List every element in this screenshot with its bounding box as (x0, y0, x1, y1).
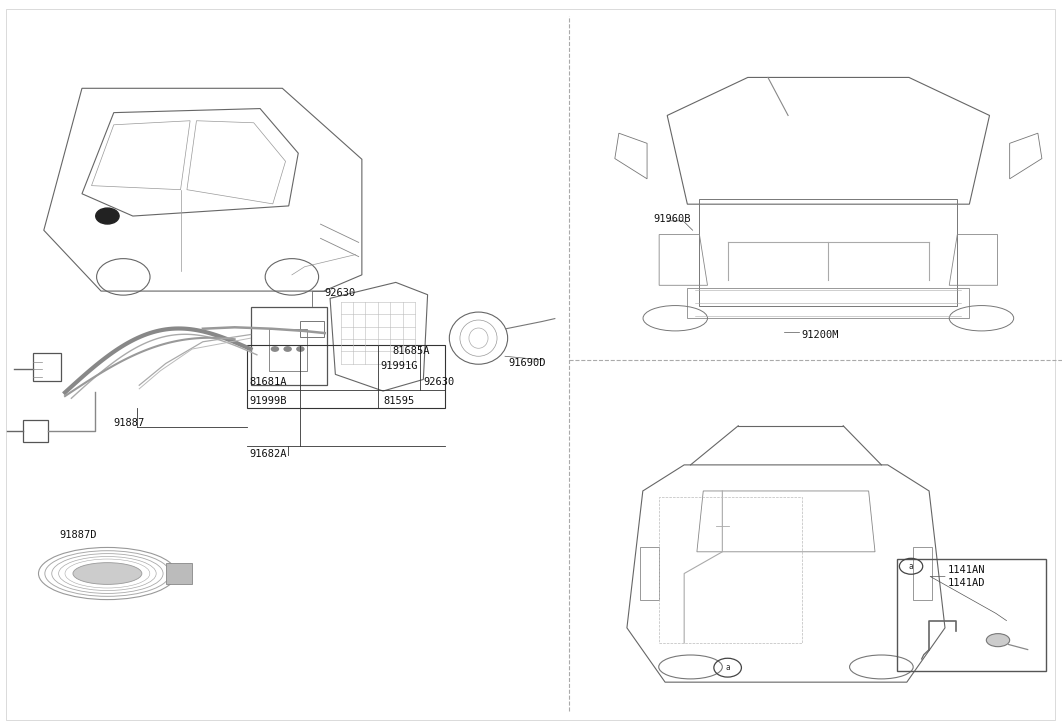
Bar (22, 420, 48, 442)
Bar (269, 329, 307, 371)
Text: 81685A: 81685A (392, 346, 431, 356)
Text: 91999B: 91999B (250, 396, 287, 406)
Bar (251, 307, 327, 385)
Text: 91200M: 91200M (802, 329, 840, 340)
Bar (33, 353, 61, 381)
Bar (897, 559, 1046, 671)
Bar (688, 288, 969, 318)
Text: 92630: 92630 (325, 288, 356, 298)
Text: a: a (725, 663, 730, 672)
Bar (301, 321, 324, 337)
Circle shape (297, 346, 305, 352)
Circle shape (284, 346, 292, 352)
Text: 1141AD: 1141AD (948, 578, 985, 588)
Ellipse shape (986, 634, 1010, 647)
Bar (166, 563, 192, 585)
Text: 91887D: 91887D (60, 530, 97, 540)
Text: 91960B: 91960B (654, 214, 691, 224)
Text: 81681A: 81681A (250, 377, 287, 387)
Bar (640, 547, 659, 600)
Circle shape (271, 346, 280, 352)
Ellipse shape (73, 563, 141, 585)
Text: 1141AN: 1141AN (948, 565, 985, 575)
Text: 91690D: 91690D (508, 358, 545, 369)
Bar (699, 199, 958, 305)
Text: 81595: 81595 (383, 396, 415, 406)
Text: a: a (909, 562, 913, 571)
Text: 91991G: 91991G (379, 361, 418, 371)
Bar (248, 345, 444, 409)
Text: 91887: 91887 (114, 418, 145, 428)
Bar (913, 547, 932, 600)
Circle shape (96, 208, 119, 224)
Text: 91682A: 91682A (250, 449, 287, 459)
Text: 92630: 92630 (423, 377, 455, 387)
